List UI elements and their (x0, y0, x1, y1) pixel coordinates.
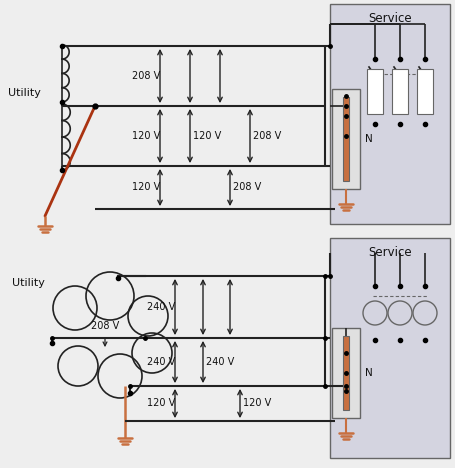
Text: 120 V: 120 V (193, 131, 221, 141)
Bar (367, 69, 383, 114)
FancyBboxPatch shape (330, 238, 450, 458)
Text: Utility: Utility (8, 88, 41, 98)
Bar (343, 97, 349, 181)
Text: Utility: Utility (12, 278, 45, 288)
Text: 208 V: 208 V (132, 71, 160, 81)
Text: Service: Service (368, 12, 412, 25)
Bar (343, 336, 349, 410)
Text: N: N (365, 134, 373, 144)
Text: 240 V: 240 V (206, 357, 234, 367)
Text: 240 V: 240 V (147, 357, 175, 367)
Bar (332, 328, 360, 418)
Text: 120 V: 120 V (243, 398, 271, 409)
Bar (332, 89, 360, 189)
Text: 208 V: 208 V (91, 321, 119, 331)
Text: 208 V: 208 V (233, 183, 261, 192)
Text: 120 V: 120 V (132, 183, 160, 192)
Text: 120 V: 120 V (147, 398, 175, 409)
Bar (417, 69, 433, 114)
Text: Service: Service (368, 246, 412, 259)
Bar (392, 69, 408, 114)
Text: 208 V: 208 V (253, 131, 281, 141)
Text: 120 V: 120 V (132, 131, 160, 141)
FancyBboxPatch shape (330, 4, 450, 224)
Text: N: N (365, 368, 373, 378)
Text: 240 V: 240 V (147, 302, 175, 312)
